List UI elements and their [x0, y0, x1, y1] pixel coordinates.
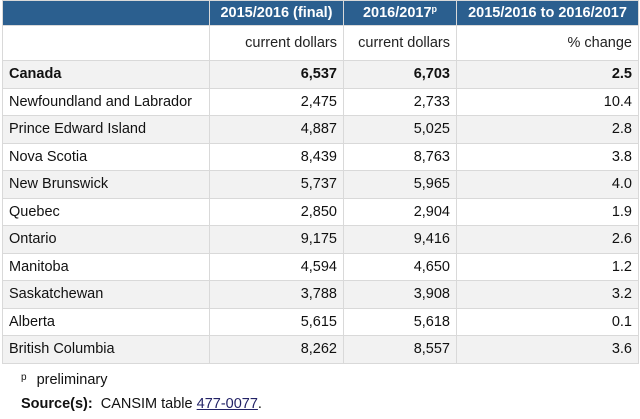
value-2015-cell: 3,788 — [209, 280, 344, 309]
table-row: Alberta 5,615 5,618 0.1 — [2, 307, 639, 336]
table-row: Manitoba 4,594 4,650 1.2 — [2, 252, 639, 281]
value-2016-cell: 8,763 — [343, 142, 457, 171]
change-cell: 3.2 — [456, 280, 639, 309]
geo-cell: Newfoundland and Labrador — [2, 87, 210, 116]
units-col1: current dollars — [209, 25, 344, 61]
value-2015-cell: 2,475 — [209, 87, 344, 116]
header-2016-2017: 2016/2017p — [343, 0, 457, 26]
value-2015-cell: 4,887 — [209, 115, 344, 144]
geo-cell: Saskatchewan — [2, 280, 210, 309]
table-body: Canada 6,537 6,703 2.5 Newfoundland and … — [2, 60, 639, 364]
change-cell: 1.9 — [456, 197, 639, 226]
header-change: 2015/2016 to 2016/2017 — [456, 0, 639, 26]
value-2016-cell: 5,965 — [343, 170, 457, 199]
change-cell: 10.4 — [456, 87, 639, 116]
change-cell: 3.8 — [456, 142, 639, 171]
source-text: CANSIM table — [100, 396, 193, 412]
source-end: . — [257, 396, 262, 412]
table-row: British Columbia 8,262 8,557 3.6 — [2, 335, 639, 364]
footnote-text: preliminary — [36, 372, 108, 388]
table-row: Prince Edward Island 4,887 5,025 2.8 — [2, 115, 639, 144]
geo-cell: British Columbia — [2, 335, 210, 364]
units-row: current dollars current dollars % change — [2, 25, 639, 61]
value-2015-cell: 8,262 — [209, 335, 344, 364]
preliminary-mark: p — [431, 4, 438, 14]
value-2016-cell: 9,416 — [343, 225, 457, 254]
units-col3: % change — [456, 25, 639, 61]
geo-cell: Prince Edward Island — [2, 115, 210, 144]
source-label: Source(s): — [21, 396, 93, 412]
value-2015-cell: 4,594 — [209, 252, 344, 281]
value-2016-cell: 2,733 — [343, 87, 457, 116]
table-row: Quebec 2,850 2,904 1.9 — [2, 197, 639, 226]
header-row: 2015/2016 (final) 2016/2017p 2015/2016 t… — [2, 0, 639, 26]
geo-cell: Quebec — [2, 197, 210, 226]
value-2015-cell: 8,439 — [209, 142, 344, 171]
header-blank-cell — [2, 0, 210, 26]
value-2016-cell: 8,557 — [343, 335, 457, 364]
change-cell: 2.8 — [456, 115, 639, 144]
value-2015-cell: 5,737 — [209, 170, 344, 199]
header-change-label: 2015/2016 to 2016/2017 — [468, 5, 627, 21]
value-2015-cell: 6,537 — [209, 60, 344, 89]
header-2016-2017-label: 2016/2017 — [362, 5, 432, 21]
header-2015-2016: 2015/2016 (final) — [209, 0, 344, 26]
change-cell: 1.2 — [456, 252, 639, 281]
geo-cell: Ontario — [2, 225, 210, 254]
table-notes: p preliminary Source(s): CANSIM table 477-… — [21, 369, 262, 415]
units-col2: current dollars — [343, 25, 457, 61]
footnote-mark: p — [21, 372, 27, 383]
header-2015-2016-label: 2015/2016 (final) — [220, 5, 333, 21]
tuition-table: 2015/2016 (final) 2016/2017p 2015/2016 t… — [2, 0, 639, 364]
geo-cell: Manitoba — [2, 252, 210, 281]
change-cell: 0.1 — [456, 307, 639, 336]
change-cell: 2.6 — [456, 225, 639, 254]
table-row: Canada 6,537 6,703 2.5 — [2, 60, 639, 89]
units-blank-cell — [2, 25, 210, 61]
change-cell: 2.5 — [456, 60, 639, 89]
value-2016-cell: 3,908 — [343, 280, 457, 309]
value-2016-cell: 2,904 — [343, 197, 457, 226]
table-row: Ontario 9,175 9,416 2.6 — [2, 225, 639, 254]
table-row: Saskatchewan 3,788 3,908 3.2 — [2, 280, 639, 309]
change-cell: 3.6 — [456, 335, 639, 364]
geo-cell: Alberta — [2, 307, 210, 336]
value-2015-cell: 9,175 — [209, 225, 344, 254]
value-2016-cell: 6,703 — [343, 60, 457, 89]
geo-cell: Canada — [2, 60, 210, 89]
geo-cell: New Brunswick — [2, 170, 210, 199]
table-row: Newfoundland and Labrador 2,475 2,733 10… — [2, 87, 639, 116]
table-row: New Brunswick 5,737 5,965 4.0 — [2, 170, 639, 199]
geo-cell: Nova Scotia — [2, 142, 210, 171]
source-line: Source(s): CANSIM table 477-0077. — [21, 393, 262, 415]
table-row: Nova Scotia 8,439 8,763 3.8 — [2, 142, 639, 171]
value-2016-cell: 4,650 — [343, 252, 457, 281]
value-2016-cell: 5,618 — [343, 307, 457, 336]
footnote: p preliminary — [21, 369, 262, 393]
cansim-table-link[interactable]: 477-0077 — [196, 396, 258, 412]
value-2015-cell: 2,850 — [209, 197, 344, 226]
value-2016-cell: 5,025 — [343, 115, 457, 144]
change-cell: 4.0 — [456, 170, 639, 199]
value-2015-cell: 5,615 — [209, 307, 344, 336]
